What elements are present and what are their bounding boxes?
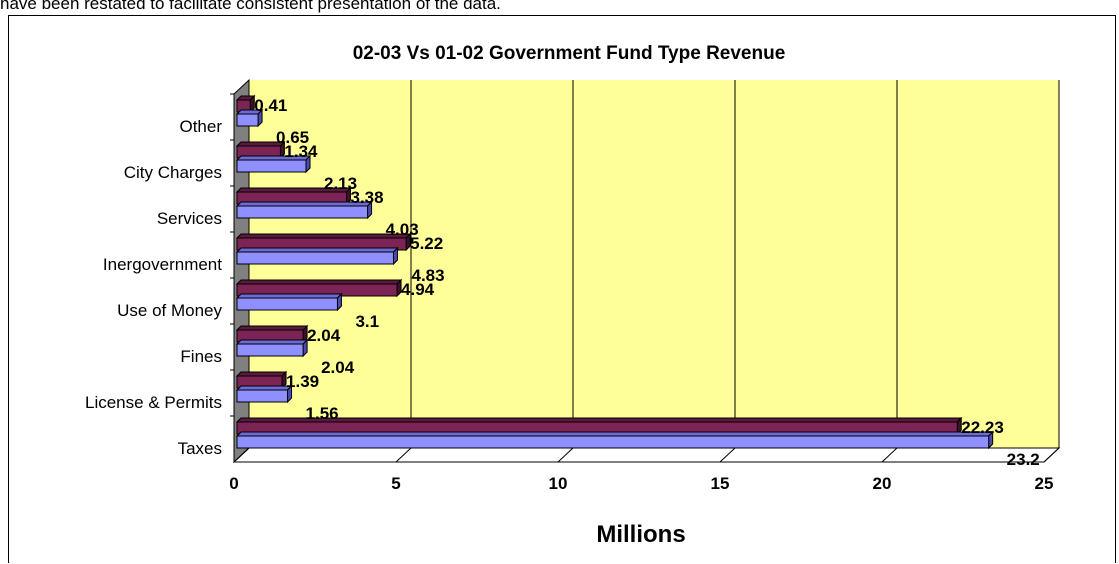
bar-top-face [235,247,399,253]
x-tick-label: 5 [391,474,400,493]
data-label: 4.94 [401,280,435,299]
bar-top-face [235,293,343,299]
bar [236,251,394,265]
x-tick-label: 0 [229,474,238,493]
floor-gridline [881,447,898,463]
bar-top-face [235,339,309,345]
data-label: 2.04 [321,358,355,377]
bar-top-face [235,431,994,437]
bar-top-face [235,385,293,391]
x-tick-label: 25 [1035,474,1054,493]
category-label: License & Permits [85,393,222,412]
plot-floor [232,447,1061,463]
data-label: 4.03 [386,220,419,239]
category-label: Use of Money [117,301,222,320]
data-label: 2.04 [307,326,341,345]
floor-gridline [395,447,412,463]
bar [236,343,304,357]
data-label: 3.38 [351,188,384,207]
x-tick-label: 20 [873,474,892,493]
revenue-chart: 0 5 10 15 20 25 Other 0.41 0.65 City Charges 1.34 2… [85,43,1061,548]
data-label: 0.41 [254,96,287,115]
category-label: City Charges [124,163,222,182]
data-label: 1.34 [284,142,318,161]
x-tick-label: 15 [711,474,730,493]
category-label: Other [179,117,222,136]
category-label: Fines [180,347,222,366]
floor-gridline [719,447,736,463]
data-label: 22.23 [961,418,1004,437]
bar-top-face [235,371,288,377]
bar [236,389,289,403]
floor-gridline [1043,447,1060,463]
data-label: 0.65 [276,128,309,147]
bar [236,113,259,127]
bar [236,159,307,173]
bar-top-face [235,325,309,331]
bar [236,205,369,219]
bar [236,435,990,449]
bar-top-face [235,417,963,423]
data-label: 5.22 [410,234,443,253]
chart-area: 0 5 10 15 20 25 Other 0.41 0.65 City Charges 1.34 2… [8,15,1116,563]
chart-title: 02-03 Vs 01-02 Government Fund Type Reve… [353,43,786,64]
floor-gridline [233,447,250,463]
bar [236,297,338,311]
data-label: 4.83 [411,266,444,285]
category-label: Services [157,209,222,228]
data-label: 1.39 [286,372,319,391]
x-axis-title: Millions [596,521,685,548]
bar-top-face [235,233,412,239]
data-label: 2.13 [324,174,357,193]
category-label: Inergovernment [103,255,222,274]
x-tick-label: 10 [549,474,568,493]
category-label: Taxes [178,439,222,458]
data-label: 23.2 [1007,450,1040,469]
bar-top-face [235,279,403,285]
data-label: 1.56 [306,404,339,423]
plot-side-wall [233,78,250,464]
data-label: 3.1 [355,312,379,331]
caption-text: have been restated to facilitate consist… [0,0,501,13]
floor-gridline [557,447,574,463]
